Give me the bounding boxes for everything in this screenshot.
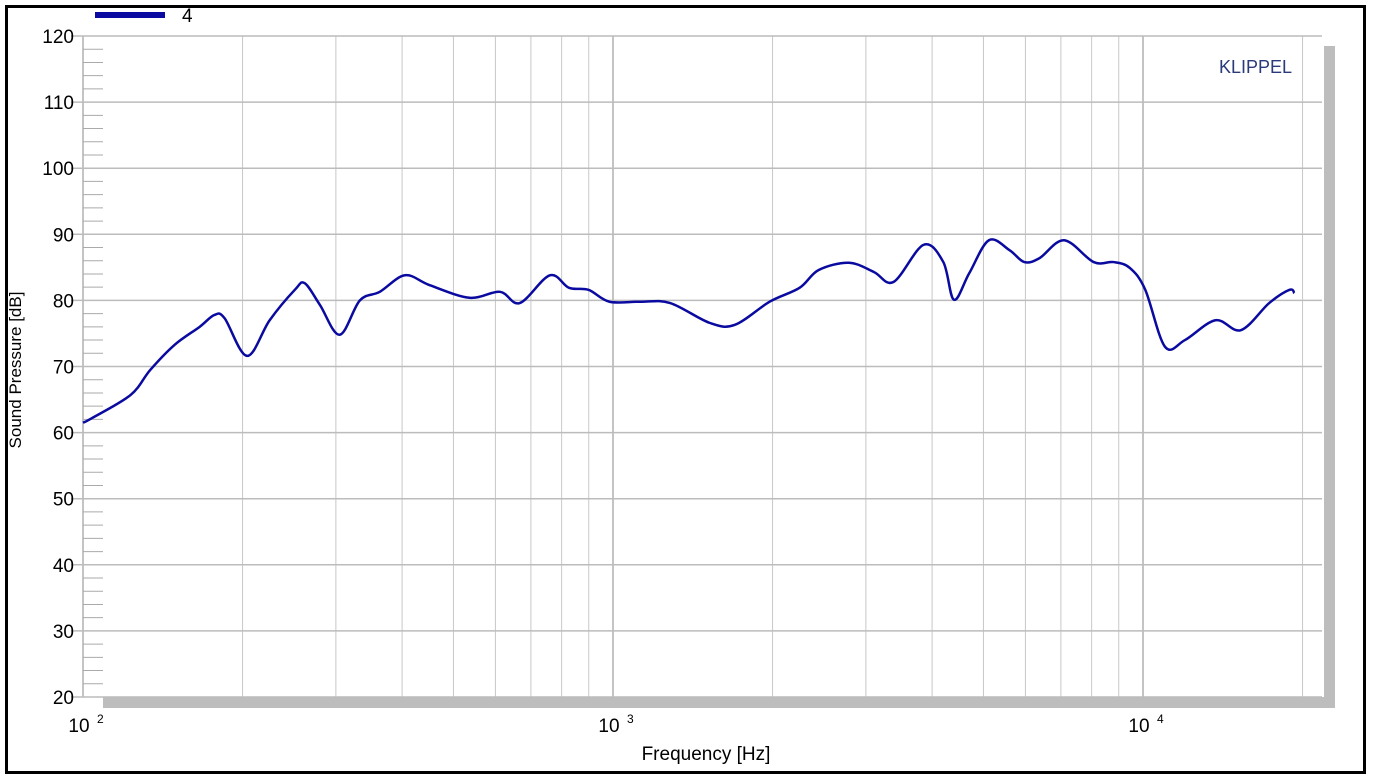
- x-tick-label: 10: [1128, 716, 1149, 737]
- legend-label[interactable]: 4: [182, 6, 193, 27]
- series-layer: [82, 238, 1296, 424]
- y-axis: 20 30 40 50 60 70 80 90 100 110 120: [42, 27, 103, 709]
- y-tick-label: 110: [44, 93, 74, 114]
- y-tick-label: 90: [53, 225, 74, 246]
- y-tick-label: 80: [53, 291, 74, 312]
- x-tick-exponent: 3: [627, 712, 634, 726]
- y-axis-label: Sound Pressure [dB]: [6, 292, 25, 449]
- grid: [71, 35, 1322, 698]
- chart-frame: [5, 5, 1366, 774]
- y-tick-label: 60: [53, 424, 74, 445]
- y-tick-label: 40: [53, 556, 74, 577]
- x-tick-exponent: 4: [1157, 712, 1164, 726]
- x-axis: 10 2 10 3 10 4: [68, 712, 1164, 737]
- y-tick-label: 100: [42, 159, 74, 180]
- x-tick-exponent: 2: [97, 712, 104, 726]
- plot-shadow-bottom: [103, 697, 1335, 708]
- brand-label: KLIPPEL: [1219, 57, 1292, 77]
- x-tick-label: 10: [68, 716, 89, 737]
- plot-shadow: [103, 46, 1335, 708]
- series-line-4: [82, 238, 1296, 424]
- x-tick-label: 10: [598, 716, 619, 737]
- y-tick-label: 70: [53, 358, 74, 379]
- plot-shadow-right: [1324, 46, 1335, 708]
- y-tick-label: 20: [53, 688, 74, 709]
- x-axis-label: Frequency [Hz]: [642, 744, 771, 765]
- legend-swatch: [95, 12, 165, 18]
- y-tick-label: 50: [53, 490, 74, 511]
- y-tick-label: 30: [53, 622, 74, 643]
- y-tick-label: 120: [42, 27, 74, 48]
